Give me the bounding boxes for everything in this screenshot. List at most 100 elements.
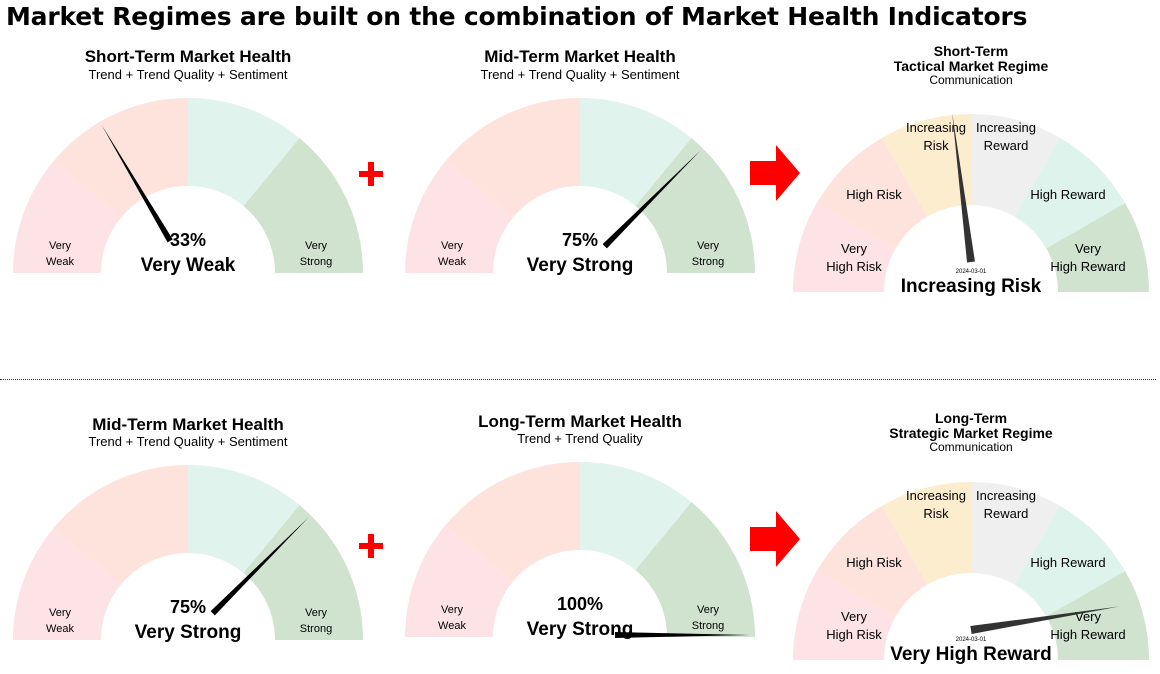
- regime-zone-label: Reward: [984, 506, 1029, 521]
- regime-zone-label: High Risk: [846, 555, 902, 570]
- gauge-band: [243, 505, 363, 640]
- regime-zone-label: High Risk: [826, 627, 882, 642]
- health-gauge-title: Mid-Term Market Health: [92, 415, 284, 434]
- gauge-band: [580, 98, 692, 206]
- plus-icon: [357, 160, 385, 193]
- regime-subtitle: Communication: [929, 73, 1013, 87]
- regime-status: Very High Reward: [890, 644, 1052, 665]
- regime-zone-label: Risk: [923, 138, 949, 153]
- regime-date: 2024-03-01: [956, 269, 987, 275]
- gauge-band: [405, 161, 513, 273]
- gauge-band: [13, 528, 121, 640]
- gauge-value: 75%: [170, 597, 206, 617]
- regime-zone-label: High Reward: [1030, 187, 1105, 202]
- regime-band: [1046, 571, 1149, 660]
- gauge-status: Very Strong: [527, 255, 634, 276]
- zone-label: Weak: [438, 256, 466, 268]
- gauge-band: [580, 462, 692, 570]
- gauge-band: [405, 525, 513, 637]
- regime-zone-label: Very: [841, 241, 868, 256]
- section-divider: [0, 379, 1156, 380]
- regime-band: [882, 482, 971, 585]
- regime-zone-label: Increasing: [976, 120, 1036, 135]
- regime-zone-label: High Reward: [1050, 259, 1125, 274]
- regime-zone-label: Risk: [923, 506, 949, 521]
- gauge-band: [188, 465, 300, 573]
- page-headline: Market Regimes are built on the combinat…: [6, 2, 1028, 31]
- gauge-needle: [210, 517, 309, 616]
- regime-band: [793, 571, 896, 660]
- gauge-value: 75%: [562, 230, 598, 250]
- regime-band: [1014, 505, 1126, 617]
- regime-band: [1014, 137, 1126, 249]
- zone-label: Very: [441, 604, 464, 616]
- regime-zone-label: High Reward: [1030, 555, 1105, 570]
- regime-zone-label: High Risk: [846, 187, 902, 202]
- zone-label: Strong: [692, 620, 724, 632]
- regime-band: [793, 203, 896, 292]
- zone-label: Very: [697, 604, 720, 616]
- gauge-band: [635, 502, 755, 637]
- regime-zone-label: Increasing: [906, 120, 966, 135]
- regime-zone-label: Very: [841, 609, 868, 624]
- regime-band: [816, 505, 928, 617]
- gauge-band: [13, 161, 121, 273]
- zone-label: Very: [697, 240, 720, 252]
- regime-gauge: Very High Risk High Risk Increasing Risk Incr…: [793, 482, 1149, 665]
- zone-label: Very: [441, 240, 464, 252]
- gauge-needle: [101, 124, 173, 243]
- regime-zone-label: Increasing: [976, 488, 1036, 503]
- regime-needle: [952, 113, 975, 263]
- zone-label: Very: [49, 607, 72, 619]
- gauge-band: [445, 461, 580, 582]
- health-gauge: Very Weak Very Strong 75% Very Strong: [405, 98, 755, 276]
- gauge-status: Very Weak: [141, 255, 236, 276]
- health-gauge: Very Weak Very Strong 100% Very Strong: [405, 461, 755, 640]
- gauge-band: [53, 465, 188, 585]
- health-gauge-title: Mid-Term Market Health: [484, 47, 676, 66]
- zone-label: Weak: [46, 256, 74, 268]
- regime-band: [882, 114, 971, 217]
- regime-zone-label: Increasing: [906, 488, 966, 503]
- regime-band: [816, 137, 928, 249]
- health-gauge-title: Short-Term Market Health: [84, 47, 292, 66]
- plus-icon: [357, 532, 385, 565]
- zone-label: Weak: [438, 620, 466, 632]
- zone-label: Weak: [46, 623, 74, 635]
- regime-band: [971, 114, 1060, 217]
- gauge-band: [445, 98, 580, 218]
- health-gauge: Very Weak Very Strong 33% Very Weak: [13, 98, 363, 276]
- regime-needle: [970, 606, 1120, 634]
- zone-label: Strong: [300, 623, 332, 635]
- regime-title-line2: Tactical Market Regime: [893, 58, 1049, 74]
- health-gauge: Very Weak Very Strong 75% Very Strong: [13, 465, 363, 643]
- regime-zone-label: Reward: [984, 138, 1029, 153]
- gauge-band: [635, 138, 755, 273]
- health-gauge-subtitle: Trend + Trend Quality + Sentiment: [480, 67, 680, 82]
- zone-label: Very: [305, 240, 328, 252]
- regime-status: Increasing Risk: [901, 276, 1042, 297]
- regime-band: [971, 482, 1060, 585]
- regime-zone-label: Very: [1075, 241, 1102, 256]
- regime-title-line1: Long-Term: [934, 410, 1008, 426]
- arrow-right-icon: [750, 511, 802, 572]
- health-gauge-title: Long-Term Market Health: [478, 412, 682, 431]
- gauge-band: [243, 138, 363, 273]
- gauge-value: 100%: [557, 594, 603, 614]
- gauge-status: Very Strong: [527, 619, 634, 640]
- zone-label: Strong: [692, 256, 724, 268]
- zone-label: Very: [49, 240, 72, 252]
- regime-gauge: Very High Risk High Risk Increasing Risk Incr…: [793, 113, 1149, 297]
- zone-label: Strong: [300, 256, 332, 268]
- regime-zone-label: High Reward: [1050, 627, 1125, 642]
- health-gauge-subtitle: Trend + Trend Quality + Sentiment: [88, 67, 288, 82]
- regime-title-line1: Short-Term: [933, 43, 1009, 59]
- regime-subtitle: Communication: [929, 440, 1013, 454]
- health-gauge-subtitle: Trend + Trend Quality: [517, 431, 643, 446]
- gauge-status: Very Strong: [135, 622, 242, 643]
- arrow-right-icon: [750, 145, 802, 206]
- gauge-needle: [615, 632, 750, 638]
- zone-label: Very: [305, 607, 328, 619]
- gauge-band: [188, 98, 300, 206]
- health-gauge-subtitle: Trend + Trend Quality + Sentiment: [88, 434, 288, 449]
